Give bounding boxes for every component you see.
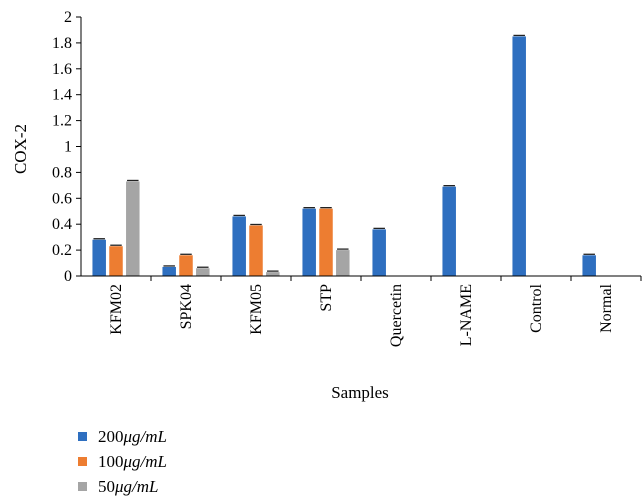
- bar-l-name-200: [442, 186, 456, 276]
- y-tick-label: 1.4: [52, 87, 72, 104]
- bar-spk04-50: [196, 268, 210, 276]
- bar-kfm05-200: [232, 216, 246, 276]
- x-axis-ticks: [150, 276, 642, 281]
- y-tick-label: 0.4: [52, 216, 72, 233]
- x-tick-label-quercetin: Quercetin: [388, 284, 405, 347]
- bar-kfm02-50: [126, 181, 140, 276]
- legend-label-100: 100μg/mL: [98, 451, 167, 471]
- bar-normal-200: [582, 255, 596, 276]
- x-tick-label-l-name: L-NAME: [458, 284, 475, 346]
- bar-control-200: [512, 36, 526, 276]
- x-tick-label-normal: Normal: [598, 283, 615, 332]
- legend-swatch-50: [78, 482, 87, 491]
- x-axis-tick-labels: KFM02 SPK04 KFM05 STP Quercetin L-NAME Control…: [108, 283, 615, 347]
- x-axis-title: Samples: [331, 383, 389, 402]
- y-tick-label: 1.6: [52, 61, 72, 78]
- y-tick-label: 0: [64, 268, 72, 285]
- x-tick-label-spk04: SPK04: [178, 284, 195, 329]
- bar-spk04-100: [179, 255, 193, 276]
- bar-kfm05-50: [266, 272, 280, 276]
- bar-kfm05-100: [249, 225, 263, 276]
- legend: 200μg/mL 100μg/mL 50μg/mL: [78, 424, 167, 499]
- legend-label-200: 200μg/mL: [98, 426, 167, 446]
- y-axis-title: COX-2: [11, 124, 30, 174]
- x-tick-label-kfm02: KFM02: [108, 284, 125, 335]
- bar-stp-50: [336, 250, 350, 276]
- bar-quercetin-200: [372, 229, 386, 276]
- bar-kfm02-200: [92, 239, 106, 276]
- y-tick-label: 1.2: [52, 113, 72, 130]
- bar-stp-200: [302, 208, 316, 276]
- legend-swatch-100: [78, 457, 87, 466]
- legend-swatch-200: [78, 432, 87, 441]
- chart: 00.20.40.60.811.21.41.61.82 KFM02 SPK04 KF…: [11, 9, 642, 402]
- bar-kfm02-100: [109, 246, 123, 276]
- bar-stp-100: [319, 208, 333, 276]
- bar-spk04-200: [162, 266, 176, 276]
- legend-item-200: 200μg/mL: [78, 424, 167, 449]
- bars: [92, 34, 596, 276]
- y-tick-label: 1.8: [52, 35, 72, 52]
- y-tick-label: 0.2: [52, 242, 72, 259]
- y-tick-label: 1: [64, 139, 72, 156]
- x-tick-label-stp: STP: [318, 284, 335, 312]
- y-axis-ticks: 0 0.2 0.4 0.6 0.8 1 1.2 1.4 1.6 1.8 2: [52, 9, 81, 285]
- y-tick-label: 0.8: [52, 164, 72, 181]
- y-tick-label: 2: [64, 9, 72, 26]
- legend-label-50: 50μg/mL: [98, 476, 159, 496]
- x-tick-label-kfm05: KFM05: [248, 284, 265, 335]
- y-tick-label: 0.6: [52, 190, 72, 207]
- legend-item-100: 100μg/mL: [78, 449, 167, 474]
- legend-item-50: 50μg/mL: [78, 474, 167, 499]
- x-tick-label-control: Control: [528, 283, 545, 332]
